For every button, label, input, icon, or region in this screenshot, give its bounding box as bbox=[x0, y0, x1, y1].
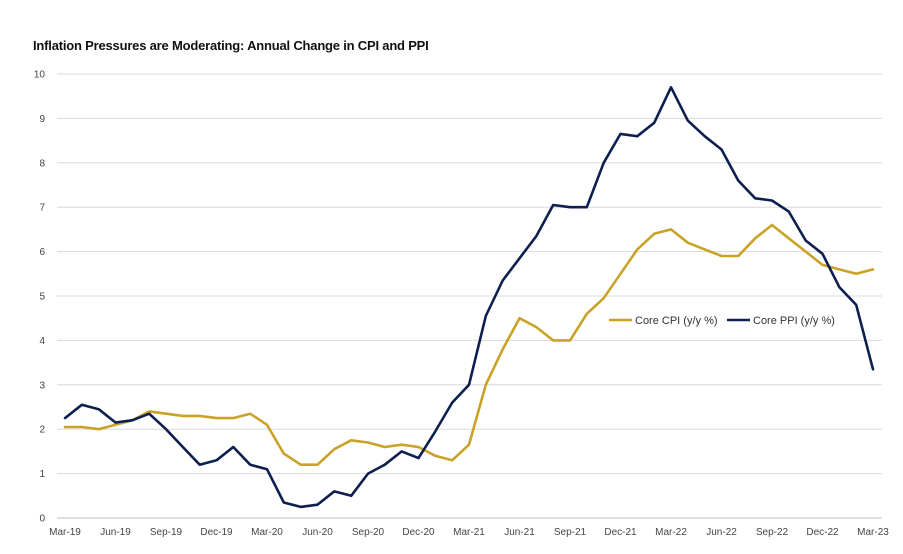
legend-label-core-ppi: Core PPI (y/y %) bbox=[753, 315, 835, 327]
y-tick-label: 8 bbox=[39, 158, 45, 169]
series-line-core-cpi bbox=[63, 223, 875, 467]
legend: Core CPI (y/y %) Core PPI (y/y %) bbox=[609, 315, 835, 327]
x-tick-label: Mar-21 bbox=[453, 527, 485, 538]
x-tick-label: Mar-22 bbox=[655, 527, 687, 538]
x-tick-label: Dec-19 bbox=[200, 527, 233, 538]
x-tick-label: Sep-22 bbox=[756, 527, 789, 538]
chart-title: Inflation Pressures are Moderating: Annu… bbox=[33, 38, 429, 53]
x-tick-label: Jun-21 bbox=[504, 527, 535, 538]
x-tick-label: Sep-21 bbox=[554, 527, 587, 538]
x-tick-label: Mar-20 bbox=[251, 527, 283, 538]
x-tick-label: Dec-22 bbox=[806, 527, 839, 538]
x-tick-label: Dec-20 bbox=[402, 527, 435, 538]
series-line-core-ppi bbox=[63, 86, 875, 509]
y-tick-label: 5 bbox=[39, 292, 45, 303]
y-tick-label: 7 bbox=[39, 203, 45, 214]
x-tick-label: Mar-19 bbox=[49, 527, 81, 538]
y-tick-label: 10 bbox=[34, 70, 46, 81]
y-tick-label: 2 bbox=[39, 425, 45, 436]
x-tick-label: Jun-19 bbox=[100, 527, 131, 538]
y-tick-label: 0 bbox=[39, 514, 45, 525]
x-tick-label: Sep-20 bbox=[352, 527, 385, 538]
x-tick-label: Jun-20 bbox=[302, 527, 333, 538]
x-tick-label: Jun-22 bbox=[706, 527, 737, 538]
y-tick-label: 4 bbox=[39, 336, 45, 347]
x-tick-label: Mar-23 bbox=[857, 527, 889, 538]
y-tick-label: 1 bbox=[39, 469, 45, 480]
y-tick-label: 6 bbox=[39, 247, 45, 258]
x-tick-label: Sep-19 bbox=[150, 527, 183, 538]
y-tick-label: 3 bbox=[39, 380, 45, 391]
gridlines bbox=[57, 73, 882, 475]
x-tick-label: Dec-21 bbox=[604, 527, 637, 538]
y-tick-label: 9 bbox=[39, 114, 45, 125]
legend-label-core-cpi: Core CPI (y/y %) bbox=[635, 315, 718, 327]
series-lines bbox=[63, 86, 875, 509]
x-axis-ticks: Mar-19 Jun-19 Sep-19 Dec-19 Mar-20 Jun-20 Sep-… bbox=[49, 527, 889, 538]
y-axis-ticks: 0 1 2 3 4 5 6 7 8 9 10 bbox=[34, 70, 46, 525]
